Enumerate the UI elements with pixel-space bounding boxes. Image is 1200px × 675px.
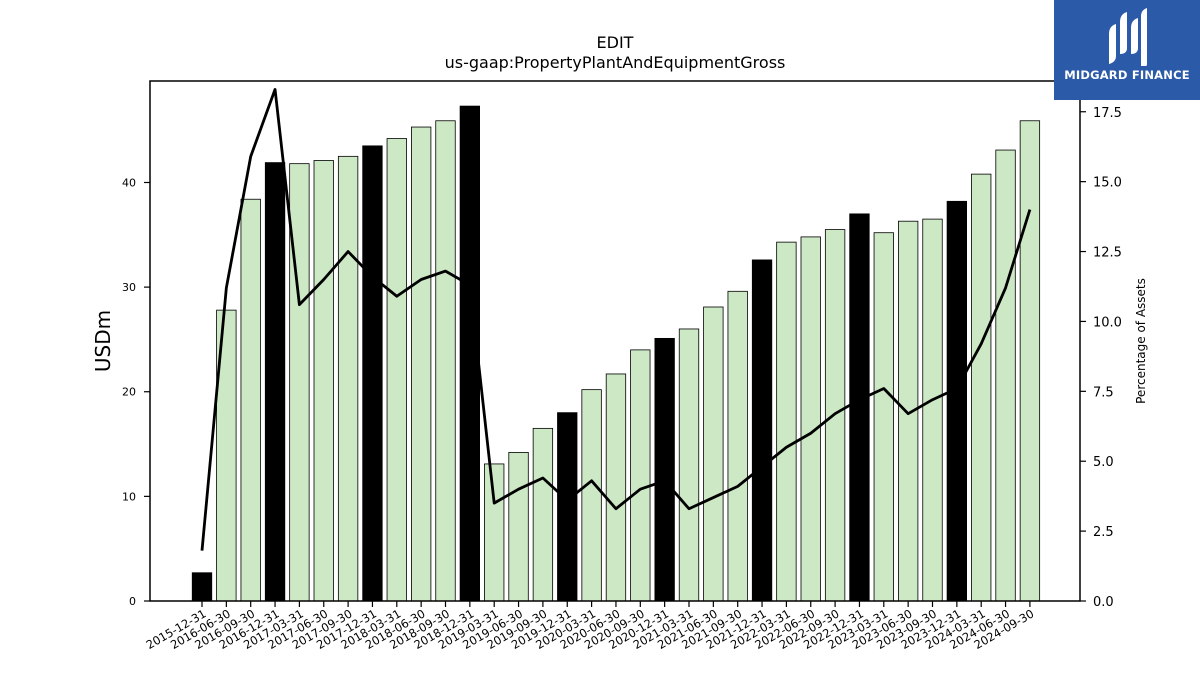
- bar-2023-03-31: [873, 232, 894, 602]
- y-tick-label: 10: [122, 490, 136, 503]
- y-tick-label: 20: [122, 386, 136, 399]
- plot-frame: [149, 80, 1081, 602]
- bar-2017-12-31: [362, 145, 383, 602]
- chart-title: EDIT: [597, 33, 634, 52]
- y-tick-label: 0: [129, 595, 136, 608]
- bar-2024-09-30: [1019, 120, 1041, 602]
- bar-2017-09-30: [337, 155, 359, 602]
- bar-2017-03-31: [289, 163, 310, 602]
- percentage-line: [200, 87, 1032, 551]
- bar-2019-09-30: [532, 427, 554, 602]
- bar-2023-09-30: [922, 218, 943, 602]
- x-axis: 2015-12-312016-06-302016-09-302016-12-31…: [144, 601, 1036, 652]
- bar-2020-09-30: [630, 349, 651, 602]
- chart-subtitle: us-gaap:PropertyPlantAndEquipmentGross: [445, 53, 786, 72]
- right-axis: 0.0 2.5 5.0 7.5 10.0 12.5 15.0 17.5: [1080, 106, 1122, 610]
- bar-2019-12-31: [557, 412, 578, 602]
- bar-2022-06-30: [800, 236, 821, 602]
- bar-2017-06-30: [313, 160, 334, 602]
- bar-2020-06-30: [605, 373, 627, 602]
- line-series: [200, 87, 1032, 551]
- y2-tick-label: 15.0: [1093, 176, 1122, 191]
- y2-tick-label: 0.0: [1093, 595, 1114, 610]
- y2-tick-label: 10.0: [1093, 315, 1122, 330]
- y-axis-label: USDm: [91, 310, 115, 372]
- bar-2018-06-30: [410, 126, 432, 602]
- bar-2024-06-30: [995, 149, 1016, 602]
- y-tick-label: 40: [122, 176, 136, 189]
- logo-name: MIDGARD FINANCE: [1064, 68, 1190, 82]
- bar-2020-03-31: [581, 389, 602, 602]
- midgard-logo-icon: [1109, 8, 1147, 66]
- bar-2022-03-31: [776, 241, 797, 602]
- bar-2021-09-30: [727, 290, 748, 602]
- bar-2020-12-31: [654, 337, 675, 602]
- logo-badge: MIDGARD FINANCE: [1054, 0, 1200, 100]
- bar-2015-12-31: [191, 572, 213, 602]
- bar-2024-03-31: [971, 173, 992, 602]
- bar-2019-03-31: [484, 463, 505, 602]
- bar-2021-12-31: [751, 259, 773, 602]
- bar-2021-03-31: [678, 328, 700, 602]
- bar-2018-09-30: [435, 120, 456, 602]
- left-axis: 0 10 20 30 40: [122, 176, 150, 608]
- y-tick-label: 30: [122, 281, 136, 294]
- y2-tick-label: 7.5: [1093, 385, 1114, 400]
- bar-2022-12-31: [849, 213, 870, 602]
- bar-2023-12-31: [946, 200, 967, 602]
- bar-2018-03-31: [386, 138, 407, 602]
- bar-2021-06-30: [703, 306, 724, 602]
- y2-tick-label: 5.0: [1093, 455, 1114, 470]
- y2-tick-label: 17.5: [1093, 106, 1122, 121]
- bar-2016-12-31: [264, 162, 286, 602]
- bar-2019-06-30: [508, 452, 529, 602]
- y2-tick-label: 2.5: [1093, 525, 1114, 540]
- y2-axis-label: Percentage of Assets: [1134, 278, 1148, 404]
- bar-series: [191, 105, 1041, 602]
- y2-tick-label: 12.5: [1093, 246, 1122, 261]
- bar-2016-09-30: [240, 198, 261, 602]
